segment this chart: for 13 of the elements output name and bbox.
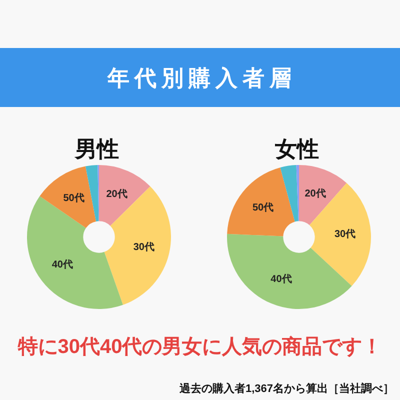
slice-label: 30代 [334,229,356,240]
annotation: 特に30代40代の男女に人気の商品です！ [18,336,382,358]
title: 女性 [275,136,319,162]
slice-label: 20代 [106,188,128,200]
title: 男性 [75,136,119,162]
annotation: 過去の購入者1,367名から算出［当社調べ］ [179,383,394,395]
slice-label: 40代 [270,274,292,286]
slice-label: 20代 [304,188,326,200]
slice-label: 50代 [252,202,274,214]
slice-label: 40代 [52,260,73,271]
slice-label: 50代 [63,192,84,204]
slice-label: 30代 [133,242,154,253]
annotation: 年代別購入者層 [108,66,296,90]
